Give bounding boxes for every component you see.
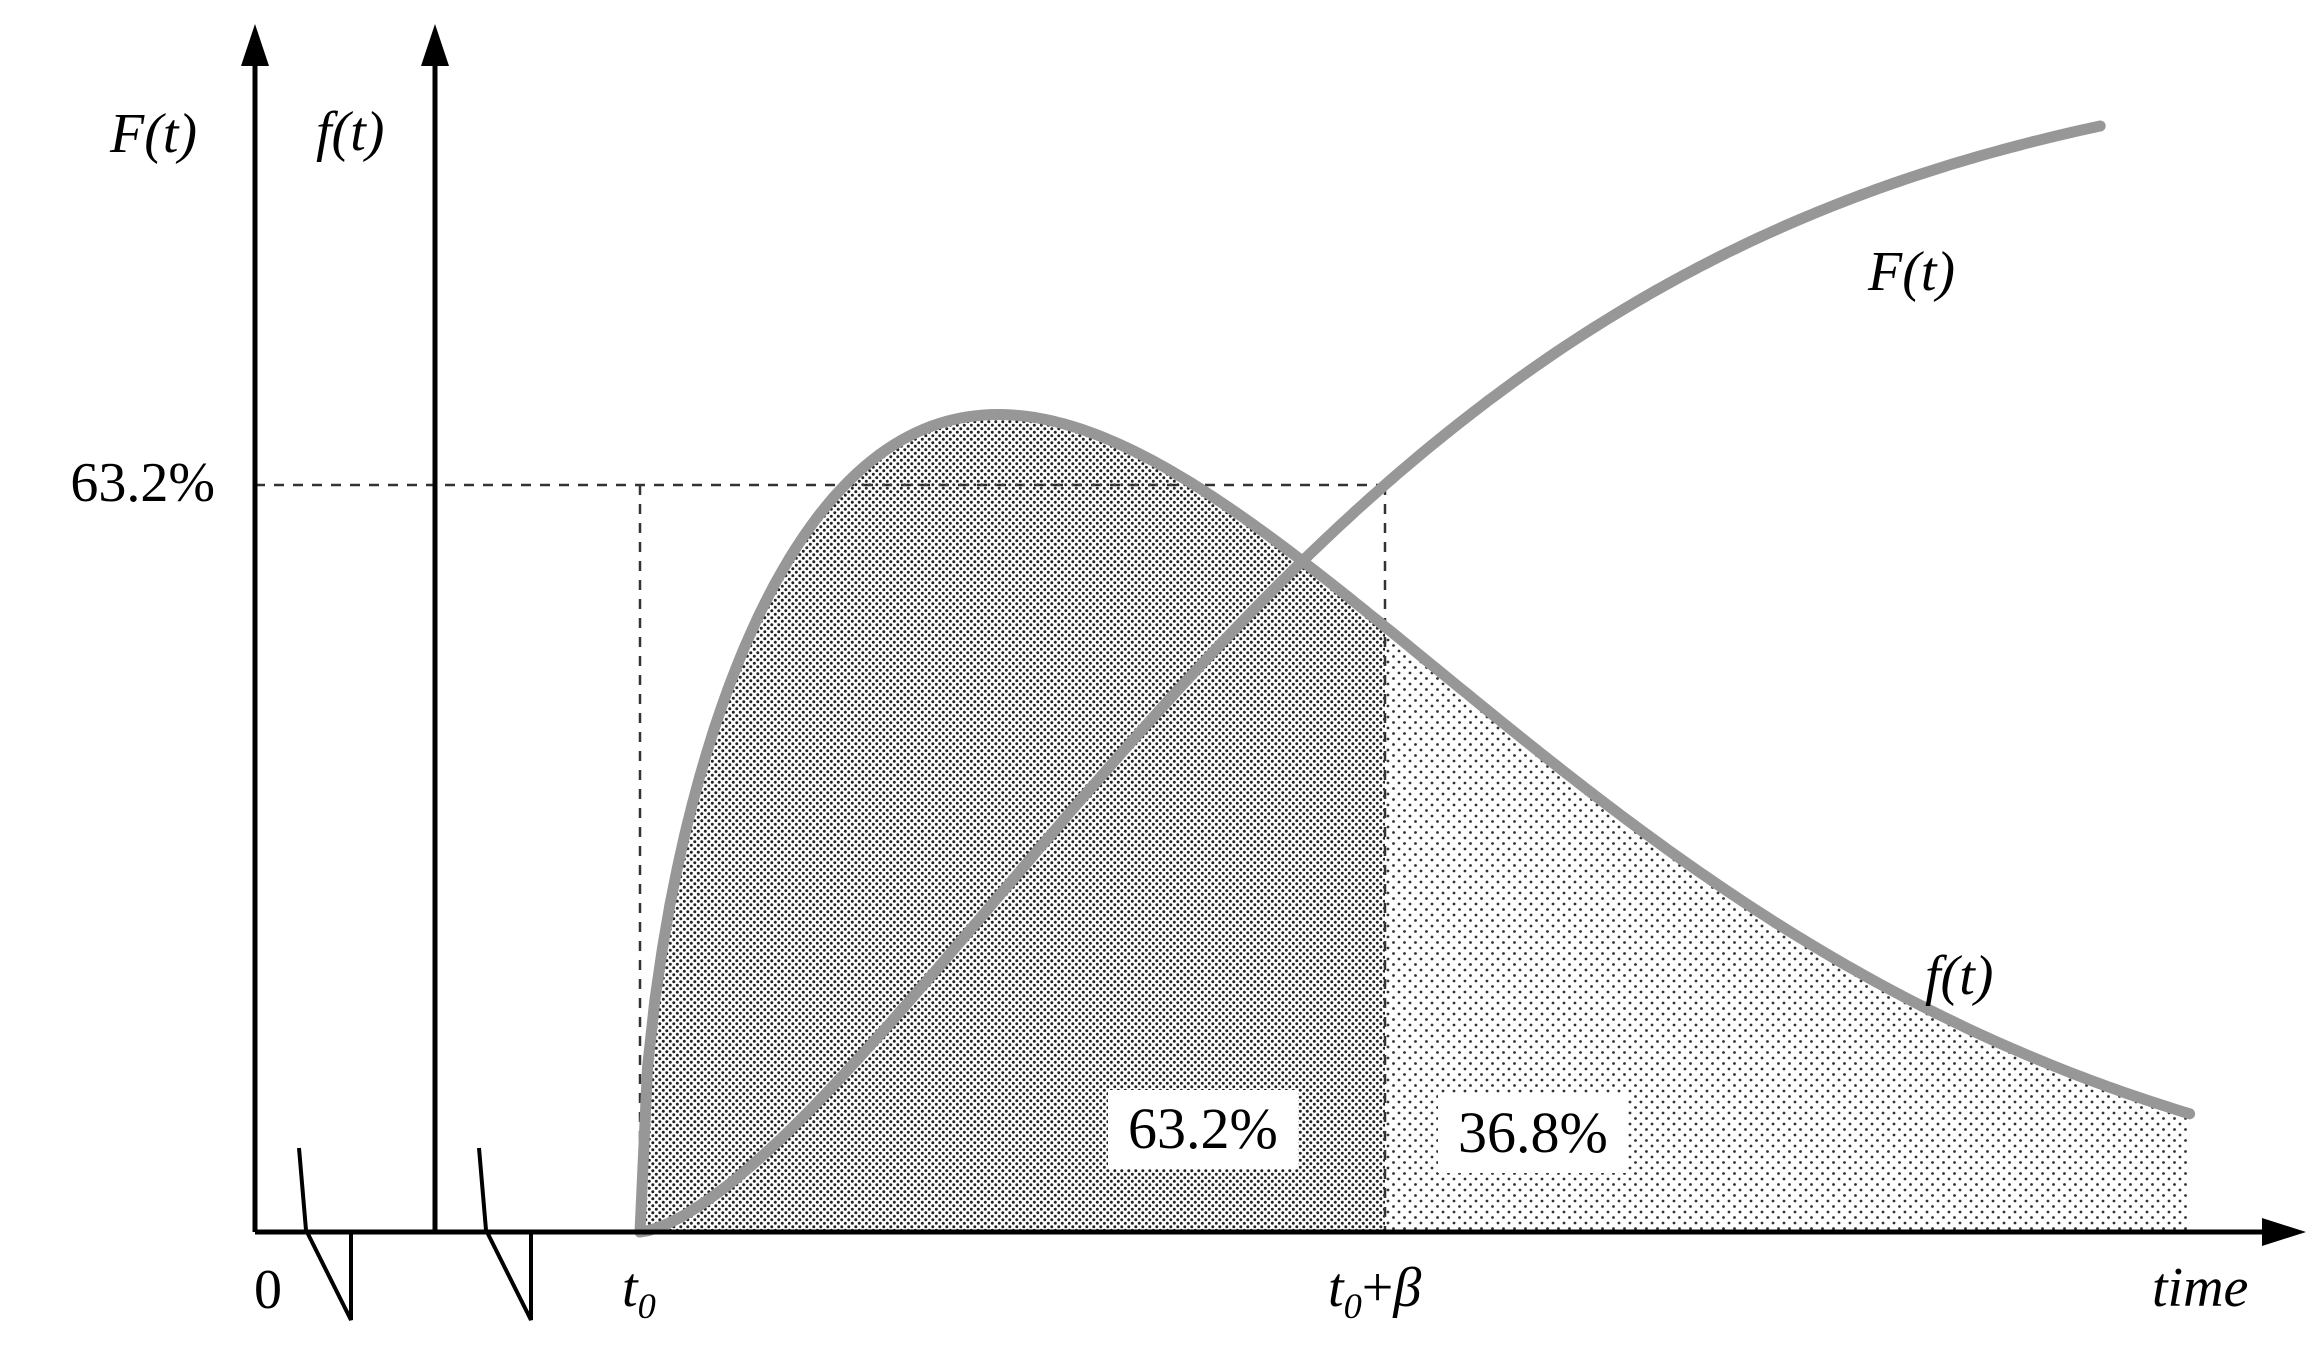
x-axis-arrow-icon [2262, 1218, 2306, 1246]
t0-base: t [622, 1257, 638, 1319]
origin-tick-label: 0 [254, 1259, 282, 1321]
area-36-8-region [1385, 626, 2190, 1232]
t0b-base: t [1328, 1257, 1344, 1319]
area-63-2-label: 63.2% [1108, 1090, 1298, 1169]
axis-break-mark [477, 1147, 533, 1321]
F-curve-label: F(t) [1868, 241, 1956, 303]
y-axis-right-label: f(t) [316, 101, 385, 163]
x-axis-label: time [2152, 1257, 2249, 1319]
t0b-plus: + [1361, 1257, 1394, 1319]
area-36-8-label: 36.8% [1438, 1094, 1628, 1173]
area-63-2-region [640, 414, 1385, 1232]
t0b-beta: β [1393, 1257, 1422, 1319]
axes [241, 24, 2306, 1321]
f-curve-label: f(t) [1925, 945, 1994, 1007]
y-axis-left-label: F(t) [110, 103, 198, 165]
t0b-sub: 0 [1343, 1286, 1362, 1327]
F-axis-arrow-icon [241, 24, 269, 66]
F-curve [634, 120, 2106, 1238]
level-tick-label: 63.2% [70, 452, 215, 514]
t0-beta-tick-label: t0+β [1328, 1256, 1422, 1324]
f-curve [634, 409, 2196, 1238]
t0-tick-label: t0 [622, 1256, 656, 1324]
axis-break-mark [297, 1147, 353, 1321]
t0-sub: 0 [637, 1286, 656, 1327]
f-axis-arrow-icon [421, 24, 449, 66]
